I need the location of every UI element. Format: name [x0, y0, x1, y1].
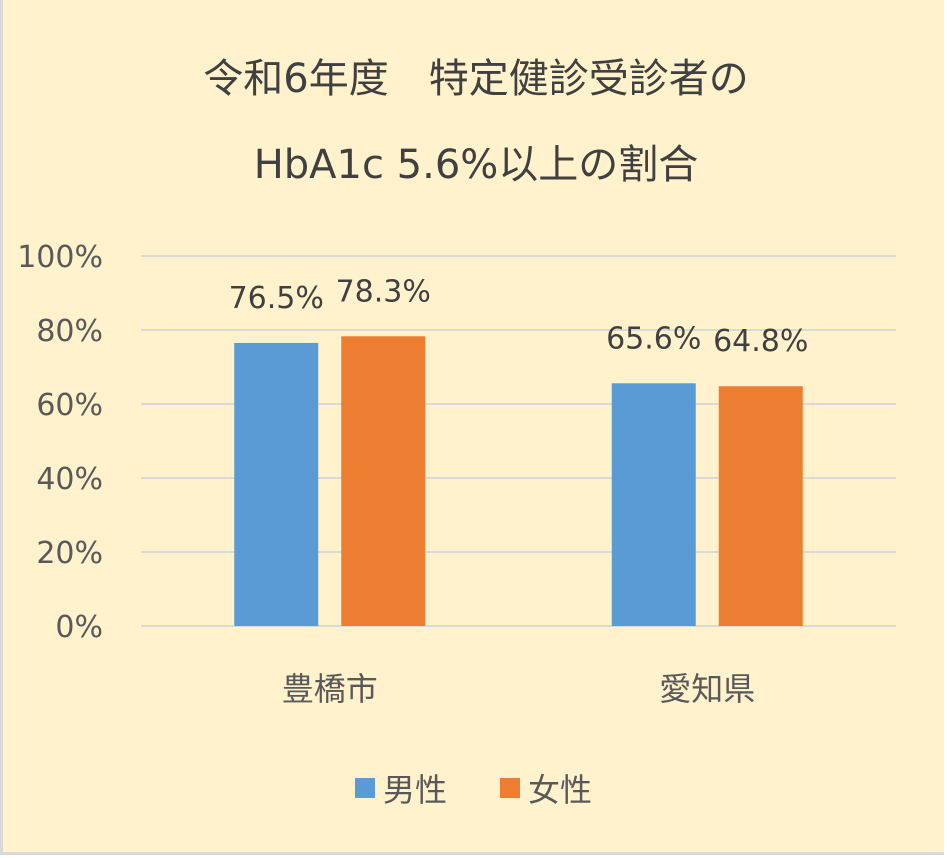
legend-label: 女性 [528, 771, 592, 809]
y-tick-label: 80% [36, 314, 103, 349]
x-category-label: 愛知県 [659, 670, 755, 708]
x-category-label: 豊橋市 [282, 670, 378, 708]
bar-男性-豊橋市 [234, 342, 319, 626]
chart-title-line-1: 令和6年度 特定健診受診者の [203, 56, 748, 102]
data-label: 76.5% [229, 281, 324, 316]
data-label: 65.6% [606, 321, 701, 356]
legend-swatch [355, 778, 375, 798]
legend-swatch [500, 778, 520, 798]
bar-chart: 令和6年度 特定健診受診者の HbA1c 5.6%以上の割合 0% 20% 40% 6… [17, 56, 896, 809]
y-tick-label: 40% [36, 462, 103, 497]
data-label: 64.8% [713, 324, 808, 359]
bar-男性-愛知県 [611, 383, 696, 626]
bar-女性-愛知県 [718, 386, 803, 626]
y-tick-label: 100% [17, 240, 103, 275]
y-tick-label: 60% [36, 388, 103, 423]
legend-label: 男性 [383, 771, 447, 809]
data-label: 78.3% [336, 274, 431, 309]
bar-女性-豊橋市 [341, 336, 426, 626]
y-tick-label: 0% [55, 610, 103, 645]
chart-title-line-2: HbA1c 5.6%以上の割合 [254, 142, 699, 188]
y-tick-label: 20% [36, 536, 103, 571]
